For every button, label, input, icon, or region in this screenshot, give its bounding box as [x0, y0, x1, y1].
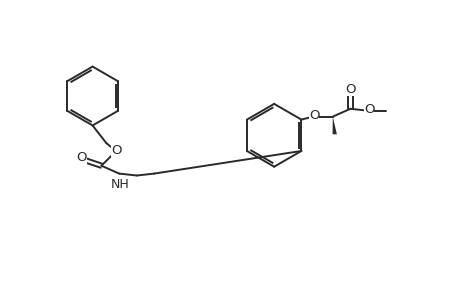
- Text: NH: NH: [111, 178, 129, 191]
- Text: O: O: [111, 145, 121, 158]
- Text: O: O: [363, 103, 374, 116]
- Text: O: O: [344, 82, 355, 96]
- Text: O: O: [308, 109, 319, 122]
- Polygon shape: [332, 117, 336, 134]
- Text: O: O: [76, 152, 87, 164]
